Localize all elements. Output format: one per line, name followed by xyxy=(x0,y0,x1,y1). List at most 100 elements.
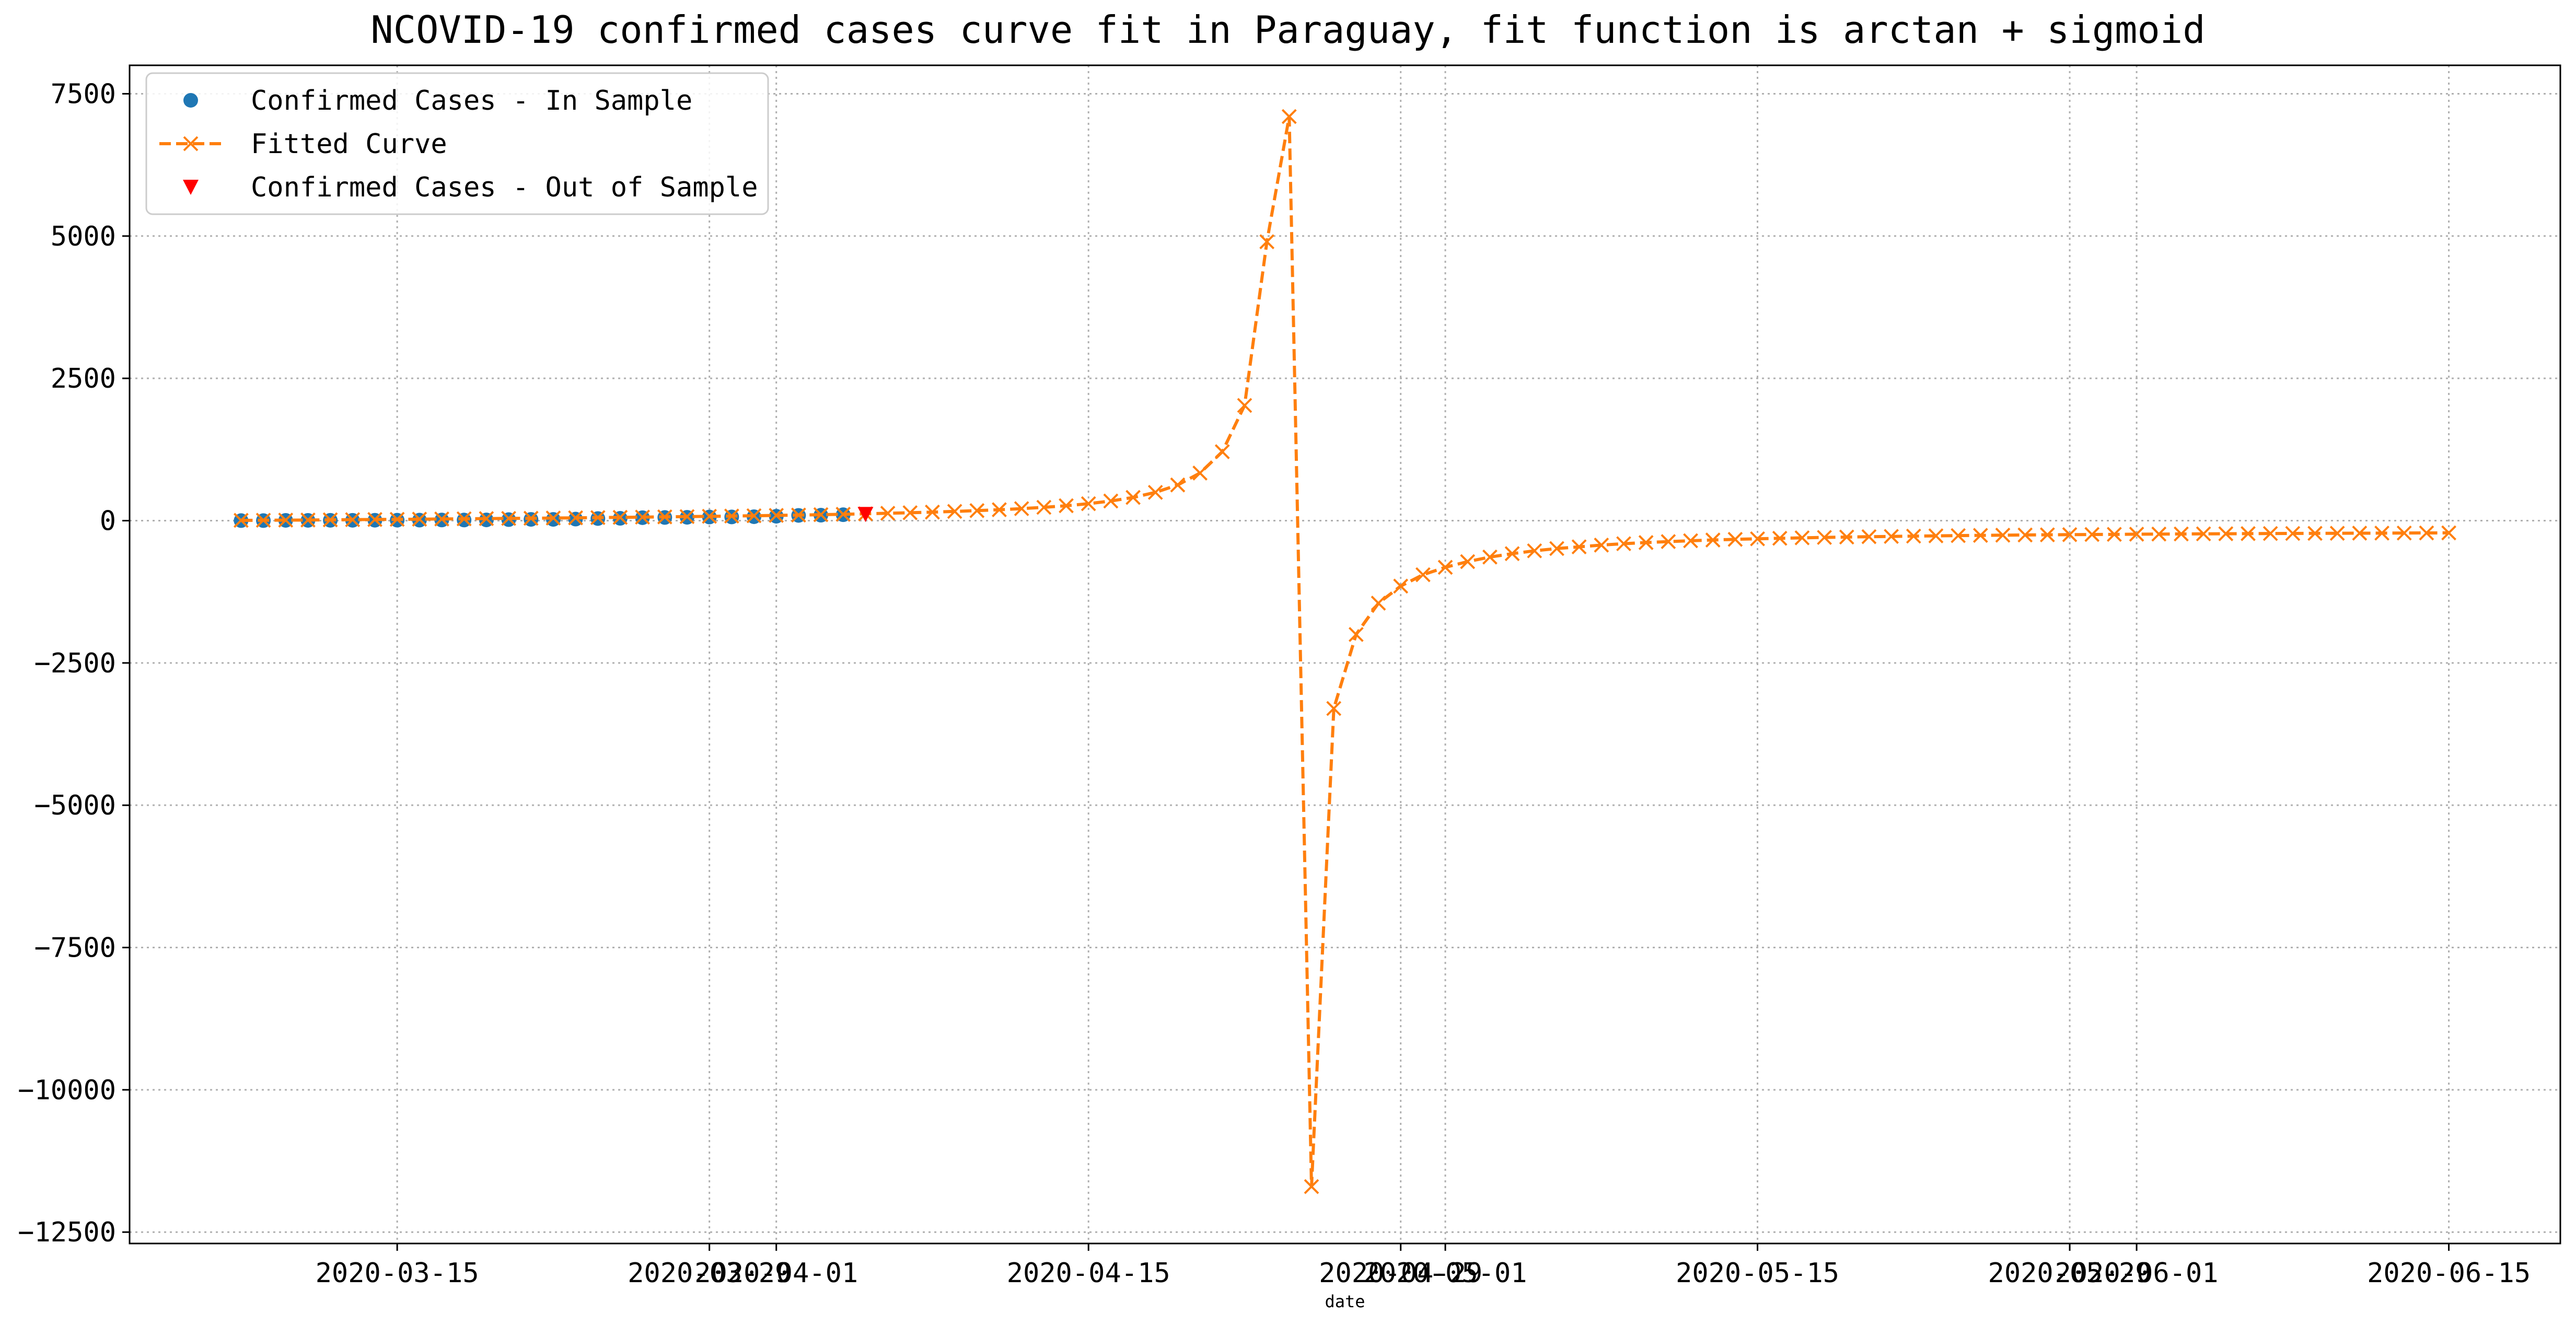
fitted-curve-point xyxy=(2241,526,2256,541)
fitted-curve-point xyxy=(1772,530,1788,546)
fitted-curve-point xyxy=(2396,525,2412,541)
fitted-curve-point xyxy=(1393,578,1409,594)
y-tick-label: −5000 xyxy=(34,790,116,821)
fitted-curve-point xyxy=(702,508,717,524)
x-tick-label: 2020-05-01 xyxy=(1364,1258,1527,1289)
fitted-curve-point xyxy=(1081,496,1096,512)
fitted-curve-point xyxy=(2419,525,2434,541)
x-tick-label: 2020-05-15 xyxy=(1676,1258,1839,1289)
fitted-curve-point xyxy=(1036,499,1052,515)
fitted-curve-point xyxy=(1884,529,1899,544)
fitted-curve-point xyxy=(2441,525,2457,541)
fitted-curve-point xyxy=(1192,466,1208,481)
x-tick-label: 2020-06-01 xyxy=(2055,1258,2219,1289)
legend-box xyxy=(145,72,769,215)
fitted-curve-point xyxy=(412,512,427,527)
fitted-curve-point xyxy=(233,513,249,528)
fitted-curve-point xyxy=(1237,398,1252,413)
fitted-curve-point xyxy=(2285,526,2301,541)
y-tick-label: 2500 xyxy=(51,363,116,394)
fitted-curve-point xyxy=(367,512,382,527)
fitted-curve-point xyxy=(1951,528,1966,543)
fitted-curve-point xyxy=(947,504,962,519)
fitted-curve-point xyxy=(300,512,316,528)
y-tick-label: −10000 xyxy=(18,1075,116,1106)
fitted-curve-point xyxy=(1995,527,2011,543)
fitted-curve-point xyxy=(925,504,940,520)
fitted-curve-point xyxy=(1504,546,1520,562)
legend-entry: Confirmed Cases - In Sample xyxy=(251,85,692,117)
fitted-curve-point xyxy=(590,510,606,526)
axes: 7500 5000 2500 0 −2500 −5000 −7500 −10000 −12500… xyxy=(18,78,2531,1289)
fitted-curve-point xyxy=(434,511,449,527)
fitted-curve-point xyxy=(1549,541,1564,556)
fitted-curve-point xyxy=(1616,536,1631,552)
chart-title: NCOVID-19 confirmed cases curve fit in P… xyxy=(370,8,2205,52)
fitted-curve-point xyxy=(902,505,918,520)
fitted-curve-point xyxy=(2084,527,2100,542)
fitted-curve-point xyxy=(2307,526,2323,541)
x-tick-label: 2020-06-15 xyxy=(2367,1258,2531,1289)
x-axis-label: date xyxy=(1325,1292,1365,1311)
fitted-curve-point xyxy=(1214,444,1230,459)
fitted-curve-point xyxy=(2196,526,2211,542)
fitted-curve-point xyxy=(1415,567,1431,583)
fitted-curve-point xyxy=(969,503,985,518)
fitted-curve-point xyxy=(1705,532,1721,548)
fitted-curve-point xyxy=(345,512,361,528)
fitted-curve-point xyxy=(1125,490,1141,505)
fitted-curve-point xyxy=(1482,549,1498,565)
fitted-curve-point xyxy=(1059,498,1074,514)
fitted-curve-point xyxy=(389,512,405,527)
x-tick-label: 2020-04-29 xyxy=(1319,1258,1482,1289)
fitted-curve-point xyxy=(1348,626,1364,642)
fitted-curve-point xyxy=(2151,526,2167,542)
fitted-curve-point xyxy=(1906,528,1921,544)
y-tick-label: −2500 xyxy=(34,648,116,679)
x-tick-label: 2020-05-29 xyxy=(1988,1258,2152,1289)
fitted-curve-point xyxy=(992,502,1007,517)
plot-frame xyxy=(129,64,2561,1245)
fitted-curve-point xyxy=(1371,596,1386,611)
series-layer xyxy=(233,109,2457,1194)
x-tick-label: 2020-04-15 xyxy=(1007,1258,1170,1289)
fitted-curve-point xyxy=(2374,525,2389,541)
fitted-curve-line xyxy=(241,116,2449,1187)
y-tick-label: 0 xyxy=(100,505,116,537)
fitted-curve-point xyxy=(791,507,806,523)
fitted-curve-point xyxy=(1817,530,1832,545)
fitted-curve-point xyxy=(2329,526,2345,541)
series-fitted-curve xyxy=(233,109,2457,1194)
fitted-curve-point xyxy=(2174,526,2189,542)
fitted-curve-point xyxy=(1661,534,1676,550)
legend-entry: Fitted Curve xyxy=(251,129,447,160)
fitted-curve-point xyxy=(1594,537,1609,553)
fitted-curve-point xyxy=(1281,109,1297,124)
y-tick-label: −7500 xyxy=(34,933,116,964)
fitted-curve-point xyxy=(1014,501,1029,516)
fitted-curve-point xyxy=(2039,527,2055,543)
fitted-curve-point xyxy=(2352,526,2368,541)
fitted-curve-point xyxy=(1259,234,1275,250)
fitted-curve-point xyxy=(1527,543,1542,559)
fitted-curve-point xyxy=(2129,527,2144,542)
fitted-curve-point xyxy=(769,508,784,523)
fitted-curve-point xyxy=(568,510,583,526)
fitted-curve-point xyxy=(1437,560,1453,575)
fitted-curve-point xyxy=(256,513,271,528)
fitted-curve-point xyxy=(836,506,851,522)
fitted-curve-point xyxy=(1839,529,1854,545)
x-tick-label: 2020-03-29 xyxy=(628,1258,791,1289)
fitted-curve-point xyxy=(2062,527,2078,542)
fitted-curve-point xyxy=(546,510,561,526)
fitted-curve-point xyxy=(1571,539,1587,555)
fitted-curve-point xyxy=(1460,554,1476,569)
fitted-curve-point xyxy=(1972,528,1988,543)
fitted-curve-point xyxy=(657,509,672,525)
fitted-curve-point xyxy=(1170,477,1186,493)
legend-entry: Confirmed Cases - Out of Sample xyxy=(251,172,758,203)
fitted-curve-point xyxy=(2107,527,2122,542)
fitted-curve-point xyxy=(1928,528,1944,543)
x-tick-label: 2020-03-15 xyxy=(316,1258,479,1289)
